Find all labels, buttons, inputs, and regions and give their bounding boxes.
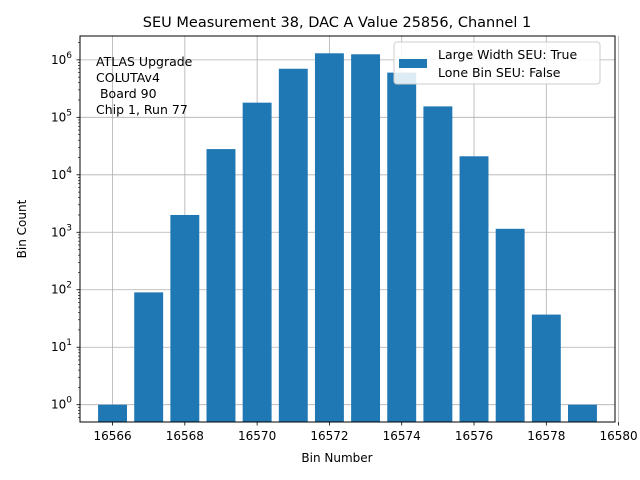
annotation-line-2: COLUTAv4 xyxy=(96,70,160,85)
bars xyxy=(98,53,597,423)
x-tick-label: 16576 xyxy=(455,429,493,443)
legend: Large Width SEU: True Lone Bin SEU: Fals… xyxy=(393,41,601,85)
x-tick-label: 16578 xyxy=(527,429,565,443)
y-tick-label: 103 xyxy=(51,223,72,239)
x-tick-label: 16566 xyxy=(93,429,131,443)
legend-swatch xyxy=(399,59,427,68)
chart-title: SEU Measurement 38, DAC A Value 25856, C… xyxy=(143,15,531,31)
x-tick-label: 16572 xyxy=(310,429,348,443)
bar-16569 xyxy=(206,149,236,422)
legend-frame xyxy=(393,41,601,85)
bar-16573 xyxy=(351,54,381,423)
x-tick-label: 16580 xyxy=(600,429,638,443)
annotation-line-1: ATLAS Upgrade xyxy=(96,54,193,69)
y-tick-label: 102 xyxy=(51,281,72,297)
annotation-line-3: Board 90 xyxy=(96,86,157,101)
annotation-line-4: Chip 1, Run 77 xyxy=(96,102,188,117)
bar-16578 xyxy=(531,314,561,422)
x-tick-label: 16574 xyxy=(383,429,421,443)
y-tick-label: 100 xyxy=(51,396,72,412)
bar-16571 xyxy=(278,68,308,422)
grid-lines xyxy=(80,36,620,422)
bar-16570 xyxy=(242,102,272,422)
bar-16572 xyxy=(314,53,344,422)
annotation-box: ATLAS Upgrade COLUTAv4 Board 90 Chip 1, … xyxy=(96,54,193,117)
x-axis-label: Bin Number xyxy=(301,451,372,465)
bar-16568 xyxy=(170,214,200,422)
legend-line-2: Lone Bin SEU: False xyxy=(438,65,561,80)
y-tick-label: 104 xyxy=(51,166,72,182)
y-axis-ticks: 100 101 102 103 104 105 106 xyxy=(51,42,80,418)
x-tick-label: 16568 xyxy=(166,429,204,443)
bar-16577 xyxy=(495,228,525,422)
bar-16567 xyxy=(134,292,164,422)
bar-16575 xyxy=(423,106,453,422)
x-tick-label: 16570 xyxy=(238,429,276,443)
bar-16579 xyxy=(568,404,597,422)
legend-line-1: Large Width SEU: True xyxy=(438,47,577,62)
y-tick-label: 105 xyxy=(51,108,72,124)
y-axis-label: Bin Count xyxy=(15,199,29,258)
y-tick-label: 101 xyxy=(51,338,72,354)
plot-frame xyxy=(79,35,616,423)
bar-16574 xyxy=(387,72,417,422)
x-axis-ticks: 16566 16568 16570 16572 16574 16576 16578 16580 xyxy=(93,422,638,443)
bar-16576 xyxy=(459,156,489,422)
bar-16566 xyxy=(98,404,127,422)
y-tick-label: 106 xyxy=(51,51,72,67)
